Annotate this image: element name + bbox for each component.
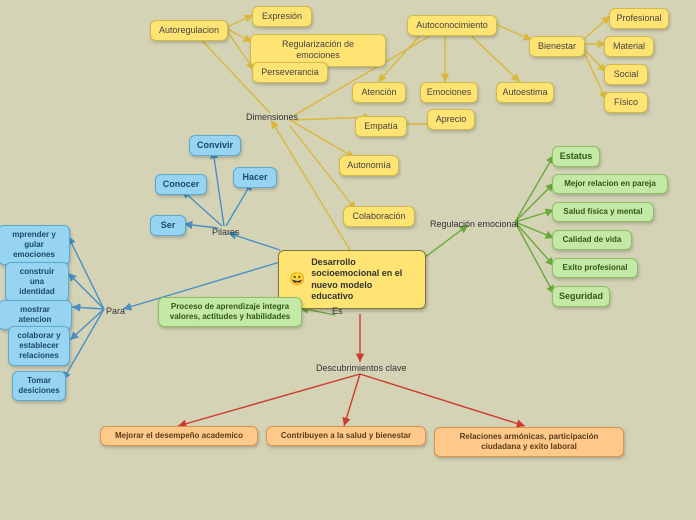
node-label: Físico: [614, 97, 638, 108]
node-conocer[interactable]: Conocer: [155, 174, 207, 195]
lbl-para: Para: [106, 306, 125, 316]
node-label: Mejor relacion en pareja: [564, 179, 656, 189]
node-perseverancia[interactable]: Perseverancia: [252, 62, 328, 83]
node-label: Exito profesional: [563, 263, 628, 273]
node-label: Atención: [361, 87, 396, 98]
node-construir[interactable]: construir una identidad: [5, 262, 69, 302]
smile-icon: 😀: [289, 271, 305, 287]
node-relaciones[interactable]: Relaciones armónicas, participación ciud…: [434, 427, 624, 457]
node-label: Profesional: [616, 13, 661, 24]
node-calidad[interactable]: Calidad de vida: [552, 230, 632, 250]
node-label: Autoregulacion: [159, 25, 219, 36]
node-label: mostrar atencion: [7, 305, 63, 325]
node-colaboracion[interactable]: Colaboración: [343, 206, 415, 227]
node-label: Bienestar: [538, 41, 576, 52]
node-salud[interactable]: Salud física y mental: [552, 202, 654, 222]
node-label: Calidad de vida: [563, 235, 622, 245]
node-empatia[interactable]: Empatía: [355, 116, 407, 137]
node-expresion[interactable]: Expresión: [252, 6, 312, 27]
lbl-pilares: Pilares: [212, 227, 240, 237]
node-seguridad[interactable]: Seguridad: [552, 286, 610, 307]
node-label: Material: [613, 41, 645, 52]
node-label: Perseverancia: [261, 67, 319, 78]
node-autoestima[interactable]: Autoestima: [496, 82, 554, 103]
node-autoconocimiento[interactable]: Autoconocimiento: [407, 15, 497, 36]
node-label: Autoestima: [502, 87, 547, 98]
node-pareja[interactable]: Mejor relacion en pareja: [552, 174, 668, 194]
node-label: Estatus: [560, 151, 593, 162]
central-text: Desarrollo socioemocional en el nuevo mo…: [311, 257, 415, 302]
node-label: Seguridad: [559, 291, 603, 302]
node-tomar[interactable]: Tomar desiciones: [12, 371, 66, 401]
node-social[interactable]: Social: [604, 64, 648, 85]
node-exito[interactable]: Exito profesional: [552, 258, 638, 278]
node-label: Social: [614, 69, 639, 80]
node-label: Relaciones armónicas, participación ciud…: [443, 432, 615, 452]
node-label: Expresión: [262, 11, 302, 22]
node-aprecio[interactable]: Aprecio: [427, 109, 475, 130]
node-label: Colaboración: [352, 211, 405, 222]
node-label: Conocer: [163, 179, 200, 190]
node-convivir[interactable]: Convivir: [189, 135, 241, 156]
node-label: Salud física y mental: [563, 207, 642, 217]
node-profesional[interactable]: Profesional: [609, 8, 669, 29]
node-label: Regularización de emociones: [259, 39, 377, 62]
node-label: construir una identidad: [14, 267, 60, 297]
node-contribuyen[interactable]: Contribuyen a la salud y bienestar: [266, 426, 426, 446]
node-autonomia[interactable]: Autonomía: [339, 155, 399, 176]
lbl-dimensiones: Dimensiones: [246, 112, 298, 122]
node-emociones[interactable]: Emociones: [420, 82, 478, 103]
node-fisico[interactable]: Físico: [604, 92, 648, 113]
node-label: Tomar desiciones: [18, 376, 59, 396]
node-label: colaborar y establecer relaciones: [17, 331, 61, 361]
node-mejorar[interactable]: Mejorar el desempeño academico: [100, 426, 258, 446]
node-label: mprender y gular emociones: [7, 230, 61, 260]
node-proceso[interactable]: Proceso de aprendizaje integra valores, …: [158, 297, 302, 327]
lbl-regulacion: Regulación emocional: [430, 219, 519, 229]
node-label: Proceso de aprendizaje integra valores, …: [167, 302, 293, 322]
node-comprender[interactable]: mprender y gular emociones: [0, 225, 70, 265]
node-label: Mejorar el desempeño academico: [115, 431, 243, 441]
node-label: Autoconocimiento: [416, 20, 488, 31]
node-hacer[interactable]: Hacer: [233, 167, 277, 188]
node-autoregulacion[interactable]: Autoregulacion: [150, 20, 228, 41]
node-estatus[interactable]: Estatus: [552, 146, 600, 167]
node-label: Emociones: [427, 87, 472, 98]
node-atencion[interactable]: Atención: [352, 82, 406, 103]
node-label: Aprecio: [436, 114, 467, 125]
node-colaborar[interactable]: colaborar y establecer relaciones: [8, 326, 70, 366]
node-ser[interactable]: Ser: [150, 215, 186, 236]
node-label: Ser: [161, 220, 176, 231]
node-label: Empatía: [364, 121, 398, 132]
lbl-es: Es: [332, 306, 343, 316]
node-material[interactable]: Material: [604, 36, 654, 57]
node-label: Contribuyen a la salud y bienestar: [281, 431, 411, 441]
node-label: Hacer: [242, 172, 267, 183]
node-label: Autonomía: [347, 160, 391, 171]
node-label: Convivir: [197, 140, 233, 151]
node-bienestar[interactable]: Bienestar: [529, 36, 585, 57]
lbl-desc: Descubrimientos clave: [316, 363, 407, 373]
